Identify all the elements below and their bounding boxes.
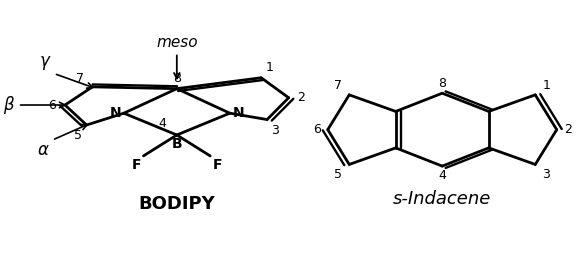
Text: 1: 1	[266, 61, 273, 74]
Text: 7: 7	[76, 72, 84, 85]
Text: $\gamma$: $\gamma$	[39, 55, 51, 72]
Text: BODIPY: BODIPY	[139, 195, 215, 213]
Text: N: N	[109, 106, 121, 120]
Text: N: N	[232, 106, 244, 120]
Text: F: F	[132, 158, 141, 172]
Text: 6: 6	[49, 99, 56, 112]
Text: $\alpha$: $\alpha$	[37, 141, 50, 159]
Text: s-Indacene: s-Indacene	[393, 190, 491, 208]
Text: 3: 3	[542, 168, 550, 181]
Text: 7: 7	[334, 79, 342, 92]
Text: B: B	[171, 137, 182, 151]
Text: 3: 3	[271, 124, 279, 137]
Text: meso: meso	[156, 35, 198, 50]
Text: 2: 2	[297, 91, 305, 104]
Text: $\beta$: $\beta$	[4, 94, 15, 116]
Text: 5: 5	[334, 168, 342, 181]
Text: 4: 4	[438, 169, 446, 182]
Text: 1: 1	[542, 79, 550, 92]
Text: F: F	[213, 158, 222, 172]
Text: 4: 4	[159, 117, 167, 130]
Text: 6: 6	[313, 123, 321, 136]
Text: 2: 2	[563, 123, 572, 136]
Text: 5: 5	[74, 129, 82, 142]
Text: 8: 8	[438, 77, 446, 90]
Text: 8: 8	[173, 72, 181, 85]
